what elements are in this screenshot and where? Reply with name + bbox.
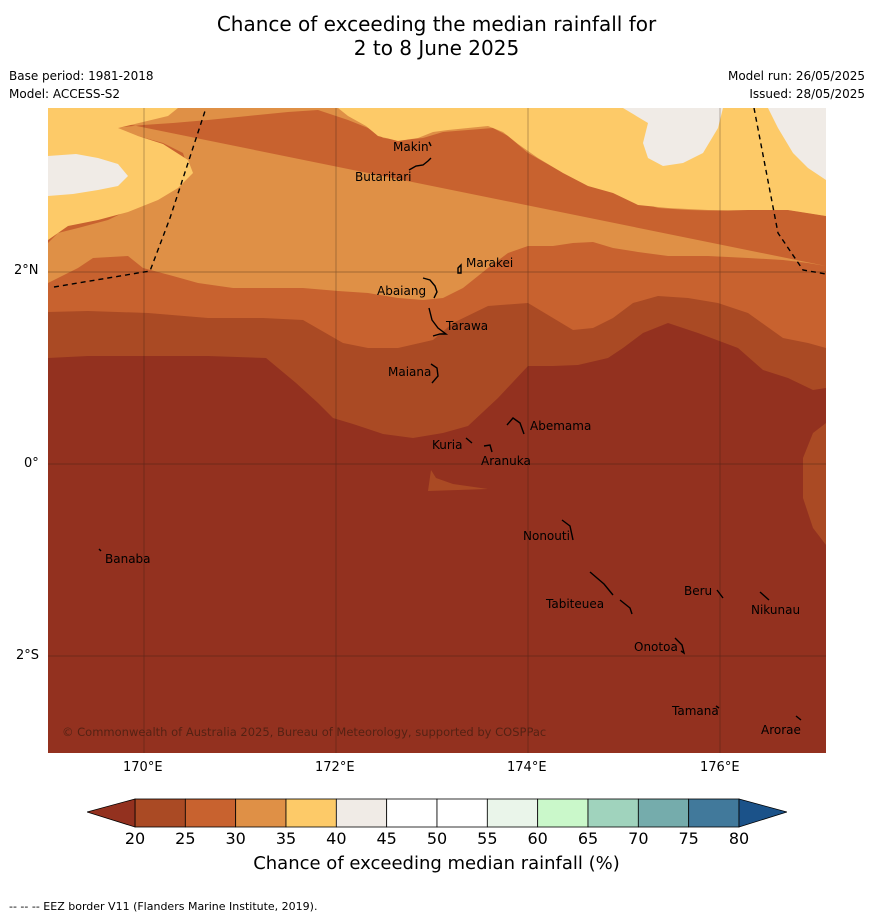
island-marakei: [457, 263, 462, 274]
colorbar-over-triangle: [738, 798, 787, 828]
island-nikunau: [759, 591, 770, 601]
graticule: [48, 108, 826, 753]
island-kuria: [465, 437, 473, 444]
copyright-text: © Commonwealth of Australia 2025, Bureau…: [62, 725, 546, 739]
island-butaritari: [408, 157, 432, 171]
region-40-45-west: [48, 154, 128, 196]
place-label-tabiteuea: Tabiteuea: [545, 597, 604, 611]
lon-label-174e: 174°E: [507, 760, 547, 775]
region-40-45-ne: [768, 108, 826, 180]
lon-label-172e: 172°E: [315, 760, 355, 775]
model-text: Model: ACCESS-S2: [9, 87, 121, 101]
colorbar-tick-label: 70: [628, 829, 649, 848]
lon-label-176e: 176°E: [700, 760, 740, 775]
islands: [98, 141, 802, 721]
island-abaiang: [422, 277, 438, 299]
island-aranuka: [483, 444, 493, 453]
issued-text: Issued: 28/05/2025: [749, 87, 865, 101]
colorbar-tick-label: 45: [376, 829, 397, 848]
place-label-onotoa: Onotoa: [634, 640, 678, 654]
colorbar-under-triangle: [87, 798, 136, 828]
colorbar-tick-label: 65: [577, 829, 599, 848]
colorbar: [87, 798, 787, 828]
footer-note: -- -- -- EEZ border V11 (Flanders Marine…: [9, 900, 318, 913]
map-title: Chance of exceeding the median rainfall …: [0, 12, 873, 60]
colorbar-box: [335, 798, 388, 828]
region-20-25-patch: [428, 470, 488, 491]
place-label-abemama: Abemama: [530, 419, 591, 433]
lat-label-2s: 2°S: [16, 648, 40, 663]
base-period-text: Base period: 1981-2018: [9, 69, 154, 83]
colorbar-box: [285, 798, 337, 828]
island-nonouti: [561, 519, 574, 541]
place-label-butaritari: Butaritari: [355, 170, 412, 184]
colorbar-boxes: [134, 798, 740, 828]
place-label-banaba: Banaba: [105, 552, 151, 566]
colorbar-label: Chance of exceeding median rainfall (%): [253, 853, 620, 874]
colorbar-ticks: 20 25 30 35 40 45 50 55 60 65 70 75 80: [0, 829, 873, 849]
colorbar-box: [587, 798, 639, 828]
place-label-aranuka: Aranuka: [481, 454, 531, 468]
colorbar-tick-label: 50: [426, 829, 448, 848]
colorbar-tick-label: 55: [477, 829, 498, 848]
island-maiana: [430, 363, 439, 384]
island-tabiteuea: [589, 571, 633, 615]
island-makin: [428, 141, 432, 147]
colorbar-box: [637, 798, 690, 828]
place-label-nonouti: Nonouti: [523, 529, 570, 543]
island-arorae: [795, 715, 802, 721]
place-label-tamana: Tamana: [671, 704, 719, 718]
place-label-tarawa: Tarawa: [445, 319, 488, 333]
colorbar-tick-label: 40: [326, 829, 347, 848]
colorbar-tick-label: 35: [275, 829, 297, 848]
island-tamana: [715, 705, 720, 709]
island-onotoa: [674, 637, 686, 655]
colorbar-tick-label: 20: [124, 829, 146, 848]
place-labels: Makin Butaritari Marakei Abaiang Tarawa …: [105, 140, 801, 737]
title-line-1: Chance of exceeding the median rainfall …: [216, 12, 657, 36]
colorbar-tick-label: 25: [175, 829, 196, 848]
meta-left: Base period: 1981-2018 Model: ACCESS-S2: [9, 67, 154, 103]
place-label-beru: Beru: [684, 584, 712, 598]
rainfall-map: Makin Butaritari Marakei Abaiang Tarawa …: [48, 108, 826, 753]
colorbar-box: [688, 798, 740, 828]
colorbar-box: [486, 798, 539, 828]
lon-label-170e: 170°E: [123, 760, 163, 775]
place-label-kuria: Kuria: [432, 438, 463, 452]
place-label-marakei: Marakei: [466, 256, 513, 270]
colorbar-box: [235, 798, 287, 828]
region-20-25-east: [803, 423, 826, 545]
island-tarawa: [428, 307, 449, 337]
lat-label-2n: 2°N: [14, 263, 39, 278]
place-label-maiana: Maiana: [388, 365, 431, 379]
place-label-abaiang: Abaiang: [377, 284, 426, 298]
colorbar-box: [436, 798, 488, 828]
place-label-arorae: Arorae: [761, 723, 801, 737]
meta-right: Model run: 26/05/2025 Issued: 28/05/2025: [728, 67, 865, 103]
title-line-2: 2 to 8 June 2025: [353, 36, 520, 60]
colorbar-box: [184, 798, 237, 828]
region-40-45-nne: [623, 108, 723, 166]
colorbar-box: [386, 798, 438, 828]
colorbar-box: [134, 798, 186, 828]
colorbar-tick-label: 75: [678, 829, 699, 848]
place-label-makin: Makin: [393, 140, 429, 154]
colorbar-tick-label: 80: [728, 829, 750, 848]
colorbar-tick-label: 30: [225, 829, 246, 848]
colorbar-box: [537, 798, 589, 828]
region-35-40-north: [48, 108, 826, 216]
lat-label-0: 0°: [24, 456, 39, 471]
place-label-nikunau: Nikunau: [751, 603, 800, 617]
model-run-text: Model run: 26/05/2025: [727, 69, 865, 83]
island-abemama: [506, 417, 525, 435]
island-banaba: [98, 548, 102, 552]
island-beru: [716, 589, 724, 599]
eez-border: [53, 108, 826, 288]
colorbar-tick-label: 60: [527, 829, 548, 848]
